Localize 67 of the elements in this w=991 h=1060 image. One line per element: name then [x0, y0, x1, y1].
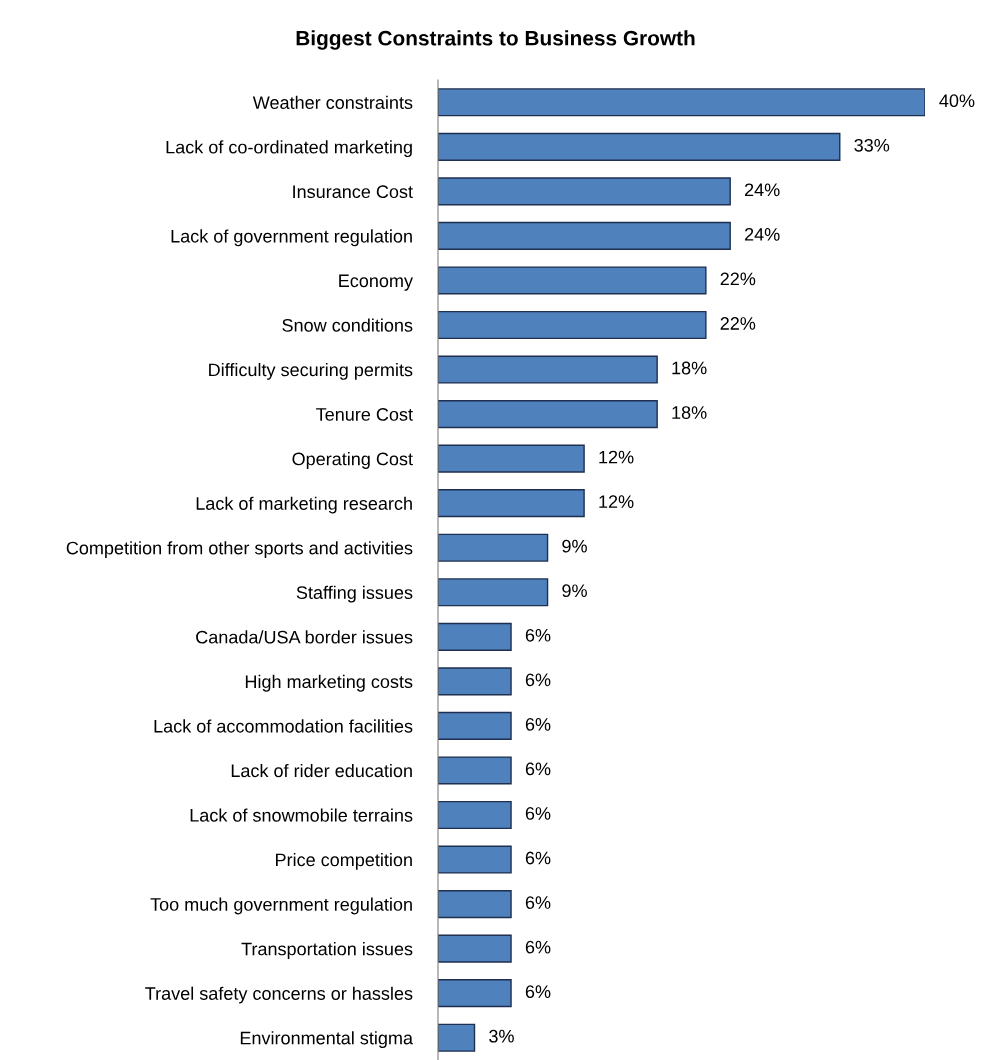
y-tick-label: Competition from other sports and activities [66, 541, 413, 559]
data-label: 6% [525, 762, 551, 776]
data-label: 24% [745, 227, 780, 241]
bar [438, 221, 731, 250]
bar [438, 533, 549, 562]
data-label: 6% [525, 896, 551, 909]
bar [438, 355, 658, 384]
y-tick-label: Difficulty securing permits [209, 363, 413, 380]
y-tick-label: Lack of rider education [231, 763, 412, 778]
y-tick-label: Lack of co-ordinated marketing [166, 140, 412, 158]
bar [438, 622, 512, 651]
bar [438, 489, 585, 518]
data-label: 9% [562, 584, 587, 598]
data-label: 6% [525, 717, 551, 731]
y-tick-label: Lack of marketing research [196, 496, 412, 514]
data-label: 3% [489, 1029, 514, 1043]
bar [438, 845, 512, 874]
y-tick-label: Transportation issues [241, 942, 413, 959]
bar [438, 266, 707, 295]
y-tick-label: Economy [339, 274, 413, 291]
data-label: 6% [525, 940, 551, 954]
data-label: 24% [745, 183, 780, 197]
y-tick-label: Travel safety concerns or hassles [145, 986, 413, 1004]
y-tick-label: Lack of accommodation facilities [154, 719, 413, 733]
bar [438, 979, 512, 1008]
data-label: 6% [525, 807, 551, 820]
bar [438, 310, 707, 340]
bar [438, 177, 731, 206]
y-tick-label: Environmental stigma [240, 1031, 414, 1049]
data-label: 40% [939, 94, 975, 108]
bar [438, 934, 512, 963]
y-tick-label: Operating Cost [292, 452, 413, 469]
data-label: 18% [672, 406, 707, 419]
data-label: 9% [562, 539, 587, 553]
y-tick-label: Lack of snowmobile terrains [190, 808, 413, 822]
bar [438, 756, 512, 785]
data-label: 6% [525, 628, 551, 642]
data-label: 12% [599, 450, 634, 464]
bar [438, 88, 925, 117]
y-tick-label: Canada/USA border issues [196, 630, 413, 644]
data-label: 12% [599, 495, 634, 508]
y-tick-label: Tenure Cost [316, 408, 413, 421]
y-tick-label: Lack of government regulation [171, 229, 412, 247]
bar [438, 1023, 476, 1052]
data-label: 6% [525, 851, 551, 865]
y-tick-label: High marketing costs [245, 674, 413, 692]
bar [438, 800, 512, 830]
data-label: 6% [525, 673, 551, 687]
bar [438, 132, 841, 161]
bar [438, 444, 585, 473]
bar [438, 578, 549, 607]
data-label: 22% [720, 317, 756, 330]
y-tick-label: Insurance Cost [293, 185, 413, 199]
bar [438, 890, 512, 919]
y-tick-label: Too much government regulation [150, 897, 412, 915]
chart-title: Biggest Constraints to Business Growth [296, 30, 695, 50]
bar [438, 667, 512, 696]
data-label: 6% [525, 985, 551, 999]
y-tick-label: Staffing issues [296, 585, 413, 603]
y-tick-label: Snow conditions [282, 318, 413, 332]
data-label: 33% [854, 138, 890, 152]
data-label: 18% [672, 361, 707, 375]
bar [438, 711, 512, 740]
y-tick-label: Price competition [276, 853, 412, 870]
y-tick-label: Weather constraints [252, 95, 413, 109]
bar [438, 400, 658, 429]
data-label: 22% [720, 272, 756, 286]
